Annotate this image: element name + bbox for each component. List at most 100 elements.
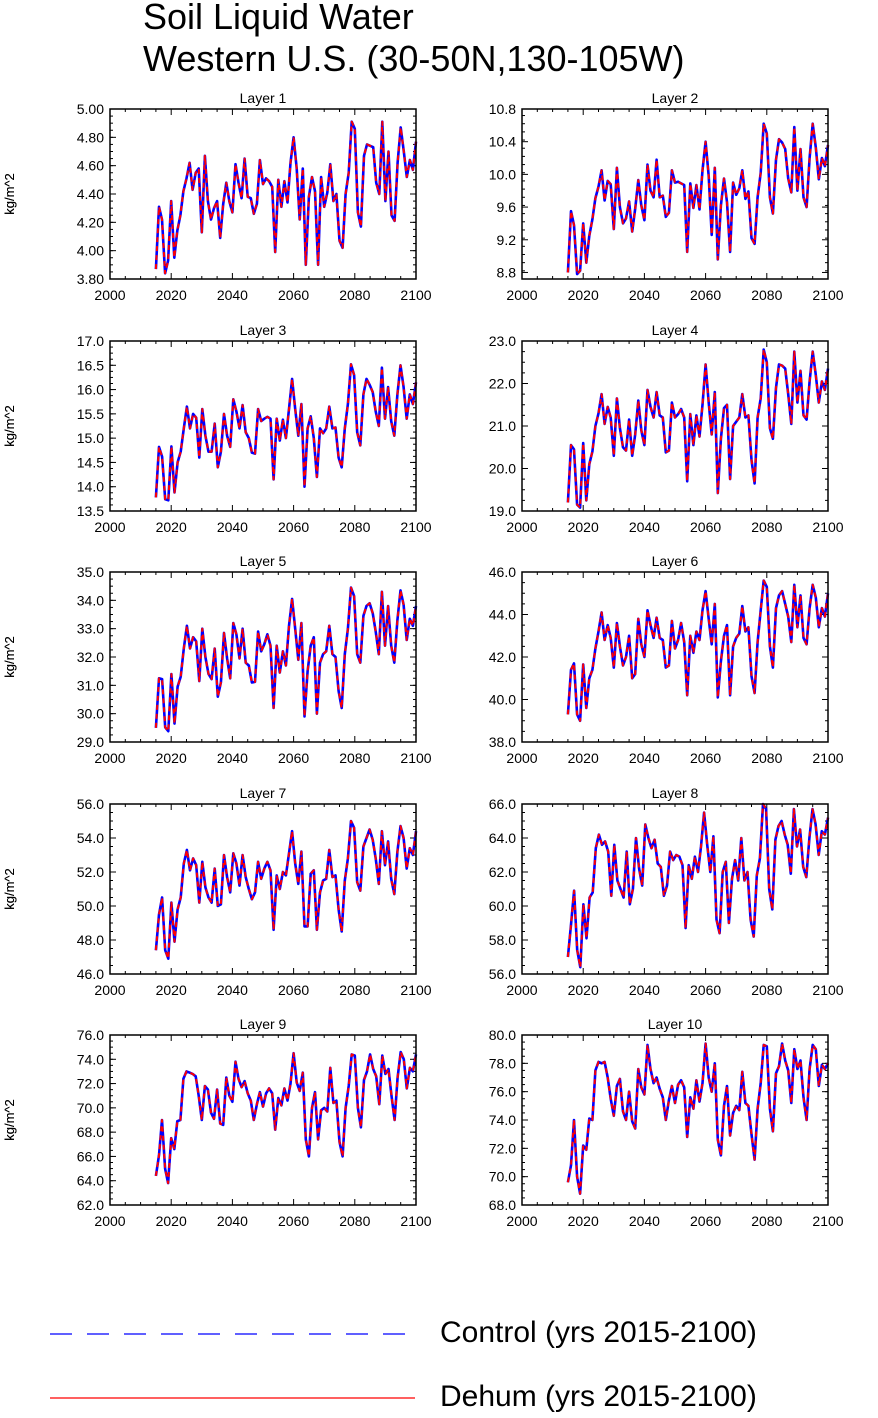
y-tick-label: 4.40 (77, 186, 104, 202)
x-tick-label: 2020 (156, 287, 187, 303)
panel-title: Layer 1 (240, 90, 287, 106)
x-tick-label: 2040 (629, 519, 660, 535)
y-tick-label: 64.0 (77, 1173, 104, 1189)
y-tick-label: 40.0 (489, 692, 516, 708)
panel-layer-3: Layer 3 kg/m^2 2000 2020 2040 2060 2080 2100 13.… (2, 322, 432, 535)
y-tick-label: 17.0 (77, 333, 104, 349)
y-tick-label: 78.0 (489, 1055, 516, 1071)
y-tick-label: 19.0 (489, 503, 516, 519)
y-tick-label: 16.5 (77, 357, 104, 373)
y-tick-label: 70.0 (489, 1169, 516, 1185)
y-axis-label: kg/m^2 (2, 405, 17, 447)
x-tick-label: 2080 (751, 287, 782, 303)
series-dehum-line (566, 803, 829, 969)
panel-title: Layer 3 (240, 322, 287, 338)
x-tick-label: 2040 (217, 750, 248, 766)
y-tick-label: 74.0 (489, 1112, 516, 1128)
y-tick-label: 58.0 (489, 932, 516, 948)
x-tick-label: 2000 (94, 982, 125, 998)
x-tick-label: 2000 (94, 750, 125, 766)
panel-title: Layer 7 (240, 785, 287, 801)
x-tick-label: 2080 (751, 982, 782, 998)
y-tick-label: 23.0 (489, 333, 516, 349)
chart-title: Soil Liquid Water (143, 0, 414, 37)
x-tick-label: 2000 (94, 519, 125, 535)
x-tick-label: 2100 (400, 750, 431, 766)
series-dehum-line (154, 586, 417, 733)
x-tick-label: 2080 (339, 982, 370, 998)
y-tick-label: 4.60 (77, 158, 104, 174)
legend-dehum-label: Dehum (yrs 2015-2100) (440, 1380, 757, 1413)
panel-layer-7: Layer 7 kg/m^2 2000 2020 2040 2060 2080 2100 46.… (2, 785, 432, 998)
series-dehum-line (566, 122, 829, 276)
panel-title: Layer 4 (652, 322, 699, 338)
y-axis-label: kg/m^2 (2, 173, 17, 215)
y-axis-label: kg/m^2 (2, 636, 17, 678)
y-tick-label: 80.0 (489, 1027, 516, 1043)
y-axis-label: kg/m^2 (2, 1099, 17, 1141)
x-tick-label: 2080 (339, 287, 370, 303)
series-dehum-line (566, 348, 829, 509)
legend: Control (yrs 2015-2100) Dehum (yrs 2015-… (0, 1300, 878, 1418)
x-tick-label: 2100 (812, 519, 843, 535)
x-tick-label: 2080 (751, 750, 782, 766)
x-tick-label: 2020 (156, 750, 187, 766)
plot-frame (109, 108, 417, 280)
x-tick-label: 2080 (751, 519, 782, 535)
panel-layer-5: Layer 5 kg/m^2 2000 2020 2040 2060 2080 2100 29.… (2, 553, 432, 766)
y-tick-label: 42.0 (489, 649, 516, 665)
plot-frame (109, 571, 417, 743)
y-tick-label: 64.0 (489, 830, 516, 846)
x-tick-label: 2000 (506, 519, 537, 535)
x-tick-label: 2040 (217, 519, 248, 535)
series-control-line (566, 579, 830, 723)
series-dehum-line (154, 363, 417, 502)
series-dehum-line (154, 120, 417, 275)
y-axis-label: kg/m^2 (2, 868, 17, 910)
y-axis-label: kg/m^2 (2, 1099, 17, 1141)
layer-plots: Layer 1 kg/m^2 2000 2020 2040 2060 2080 2100 3.8… (2, 90, 844, 1229)
y-tick-label: 4.80 (77, 129, 104, 145)
y-axis-label: kg/m^2 (2, 405, 17, 447)
x-tick-label: 2040 (629, 287, 660, 303)
y-tick-label: 31.0 (77, 677, 104, 693)
x-tick-label: 2100 (400, 519, 431, 535)
x-tick-label: 2020 (568, 750, 599, 766)
y-tick-label: 56.0 (77, 796, 104, 812)
y-tick-label: 54.0 (77, 830, 104, 846)
x-tick-label: 2080 (339, 750, 370, 766)
x-tick-label: 2060 (278, 287, 309, 303)
x-tick-label: 2040 (217, 982, 248, 998)
y-tick-label: 46.0 (489, 564, 516, 580)
y-tick-label: 20.0 (489, 461, 516, 477)
x-tick-label: 2040 (217, 287, 248, 303)
x-tick-label: 2100 (812, 982, 843, 998)
y-tick-label: 46.0 (77, 966, 104, 982)
y-tick-label: 33.0 (77, 621, 104, 637)
series-control-line (566, 1042, 830, 1195)
x-tick-label: 2000 (94, 1213, 125, 1229)
y-tick-label: 10.4 (489, 134, 516, 150)
y-tick-label: 72.0 (489, 1140, 516, 1156)
panel-layer-8: Layer 8 kg/m^2 2000 2020 2040 2060 2080 2100 56.… (2, 785, 844, 998)
y-tick-label: 16.0 (77, 382, 104, 398)
y-tick-label: 3.80 (77, 271, 104, 287)
x-tick-label: 2080 (339, 1213, 370, 1229)
series-control-line (154, 1050, 418, 1185)
y-tick-label: 29.0 (77, 734, 104, 750)
y-tick-label: 15.5 (77, 406, 104, 422)
y-tick-label: 32.0 (77, 649, 104, 665)
x-tick-label: 2100 (400, 1213, 431, 1229)
chart-subtitle: Western U.S. (30-50N,130-105W) (143, 38, 685, 79)
y-tick-label: 60.0 (489, 898, 516, 914)
y-tick-label: 10.0 (489, 166, 516, 182)
y-tick-label: 68.0 (77, 1124, 104, 1140)
panel-title: Layer 9 (240, 1016, 287, 1032)
panel-layer-9: Layer 9 kg/m^2 2000 2020 2040 2060 2080 2100 62.… (2, 1016, 432, 1229)
y-tick-label: 66.0 (77, 1148, 104, 1164)
y-tick-label: 35.0 (77, 564, 104, 580)
panel-title: Layer 10 (648, 1016, 703, 1032)
y-tick-label: 5.00 (77, 101, 104, 117)
x-tick-label: 2040 (217, 1213, 248, 1229)
x-tick-label: 2000 (94, 287, 125, 303)
